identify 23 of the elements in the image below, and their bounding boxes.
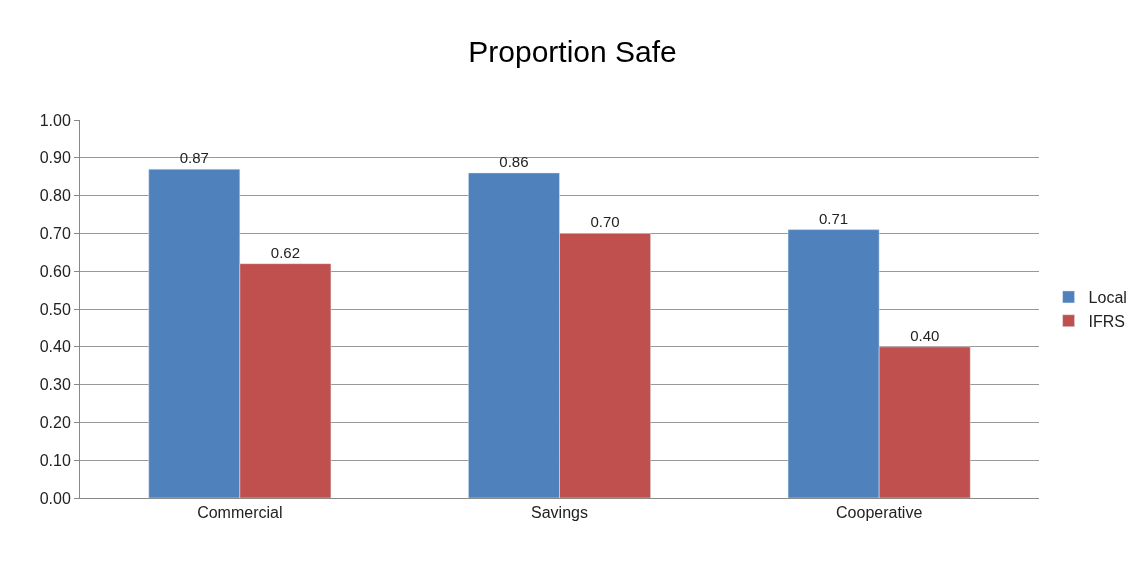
y-tick-label: 0.90 xyxy=(39,149,71,167)
y-tick-label: 0.20 xyxy=(39,414,71,431)
data-label: 0.70 xyxy=(590,213,620,231)
legend-label: Local xyxy=(1088,289,1127,307)
data-label: 0.40 xyxy=(910,326,940,344)
legend-label: IFRS xyxy=(1088,312,1126,330)
data-label: 0.62 xyxy=(270,243,300,261)
x-tick-label: Commercial xyxy=(197,504,283,522)
data-label: 0.86 xyxy=(499,152,529,170)
y-tick-label: 0.00 xyxy=(39,489,71,507)
chart-title: Proportion Safe xyxy=(468,34,677,68)
x-tick-label: Savings xyxy=(531,504,588,522)
y-tick-label: 0.60 xyxy=(39,262,71,280)
y-tick-label: 0.40 xyxy=(39,338,71,356)
y-tick-label: 0.80 xyxy=(39,187,71,205)
y-tick-label: 0.70 xyxy=(39,225,71,242)
data-label: 0.71 xyxy=(819,209,849,227)
y-tick-label: 0.50 xyxy=(39,300,71,318)
x-tick-label: Cooperative xyxy=(836,504,923,522)
y-tick-label: 0.10 xyxy=(39,451,71,469)
y-tick-label: 1.00 xyxy=(39,111,71,129)
data-label: 0.87 xyxy=(179,149,209,167)
y-tick-label: 0.30 xyxy=(39,376,71,394)
